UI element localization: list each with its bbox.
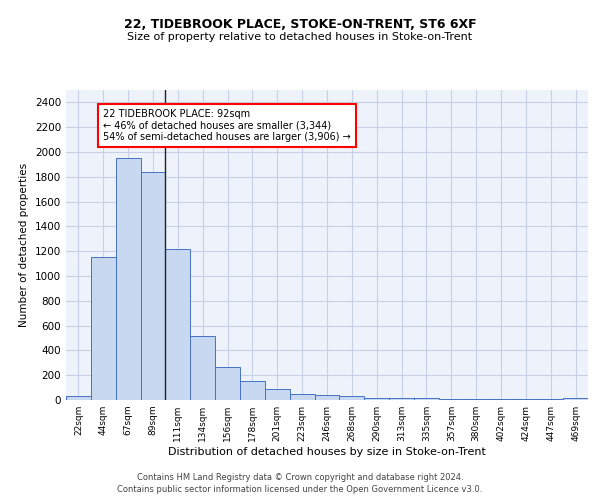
Bar [66,396,91,400]
Bar [290,394,314,400]
Bar [240,381,265,400]
Bar [439,399,464,400]
Y-axis label: Number of detached properties: Number of detached properties [19,163,29,327]
Bar [389,398,414,400]
Bar [314,395,340,400]
Text: 22, TIDEBROOK PLACE, STOKE-ON-TRENT, ST6 6XF: 22, TIDEBROOK PLACE, STOKE-ON-TRENT, ST6… [124,18,476,30]
Bar [340,396,364,400]
Text: Size of property relative to detached houses in Stoke-on-Trent: Size of property relative to detached ho… [127,32,473,42]
Bar [364,398,389,400]
Bar [215,367,240,400]
Text: 22 TIDEBROOK PLACE: 92sqm
← 46% of detached houses are smaller (3,344)
54% of se: 22 TIDEBROOK PLACE: 92sqm ← 46% of detac… [103,108,351,142]
Bar [563,398,588,400]
Text: Contains public sector information licensed under the Open Government Licence v3: Contains public sector information licen… [118,485,482,494]
Bar [190,336,215,400]
Bar [140,172,166,400]
Bar [414,398,439,400]
Bar [91,258,116,400]
Bar [265,390,290,400]
Bar [116,158,140,400]
Text: Contains HM Land Registry data © Crown copyright and database right 2024.: Contains HM Land Registry data © Crown c… [137,472,463,482]
Bar [166,248,190,400]
X-axis label: Distribution of detached houses by size in Stoke-on-Trent: Distribution of detached houses by size … [168,447,486,457]
